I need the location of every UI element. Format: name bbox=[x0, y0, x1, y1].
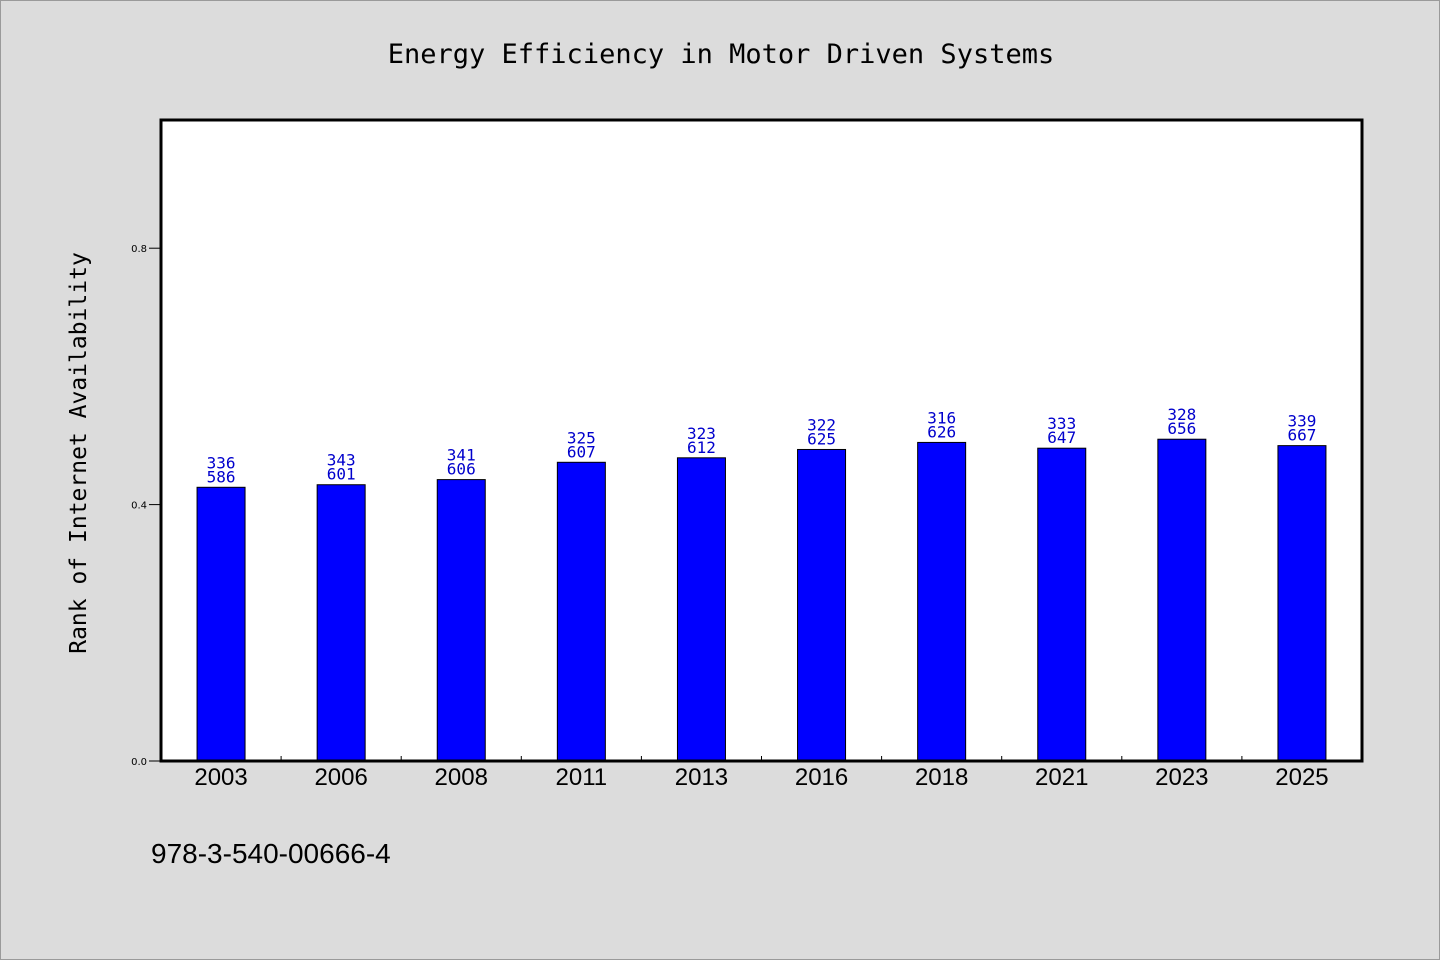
bar-2023 bbox=[1157, 438, 1207, 762]
y-tick-label: 0.8 bbox=[131, 244, 147, 255]
bar-2025 bbox=[1277, 445, 1327, 762]
x-tick-label: 2008 bbox=[435, 764, 488, 791]
plot-frame bbox=[159, 118, 1364, 763]
data-label-top: 333 bbox=[1047, 414, 1076, 433]
bar-2018 bbox=[917, 441, 967, 762]
data-label-top: 343 bbox=[327, 451, 356, 470]
bar-2013 bbox=[676, 457, 726, 762]
data-label-bottom: 656 bbox=[1167, 419, 1196, 438]
data-label-bottom: 647 bbox=[1047, 428, 1076, 447]
data-label-top: 322 bbox=[807, 415, 836, 434]
x-tick-label: 2016 bbox=[795, 764, 848, 791]
y-tick-label: 0.4 bbox=[131, 501, 147, 512]
data-label-bottom: 626 bbox=[927, 422, 956, 441]
bar-2021 bbox=[1037, 447, 1087, 762]
data-label-top: 341 bbox=[447, 446, 476, 465]
data-label-bottom: 625 bbox=[807, 429, 836, 448]
data-label-top: 323 bbox=[687, 424, 716, 443]
x-axis-ticks: 2003 2006 2008 2011 2013 2016 2018 2021 2023 2025 bbox=[194, 756, 1329, 791]
data-label-bottom: 586 bbox=[207, 467, 236, 486]
x-tick-label: 2013 bbox=[675, 764, 728, 791]
bar-2011 bbox=[556, 461, 606, 762]
y-axis-label: Rank of Internet Availability bbox=[66, 252, 92, 654]
data-label-bottom: 667 bbox=[1287, 426, 1316, 445]
bar-2006 bbox=[316, 484, 366, 762]
data-label-top: 336 bbox=[207, 453, 236, 472]
data-label-top: 316 bbox=[927, 408, 956, 427]
y-axis-ticks: 0.0 0.4 0.8 bbox=[131, 244, 161, 768]
data-label-bottom: 606 bbox=[447, 460, 476, 479]
data-label-top: 339 bbox=[1287, 412, 1316, 431]
x-tick-label: 2021 bbox=[1035, 764, 1088, 791]
data-labels: 3365863436013416063256073236123226253166… bbox=[207, 405, 1317, 486]
x-tick-label: 2011 bbox=[556, 764, 608, 791]
y-tick-label: 0.0 bbox=[131, 757, 147, 768]
bars bbox=[196, 438, 1327, 762]
data-label-top: 325 bbox=[567, 428, 596, 447]
x-tick-label: 2003 bbox=[194, 764, 247, 791]
bar-2008 bbox=[436, 479, 486, 762]
data-label-bottom: 612 bbox=[687, 438, 716, 457]
data-label-bottom: 607 bbox=[567, 442, 596, 461]
data-label-bottom: 601 bbox=[327, 465, 356, 484]
x-tick-label: 2018 bbox=[915, 764, 968, 791]
x-tick-label: 2006 bbox=[314, 764, 367, 791]
bar-2003 bbox=[196, 486, 246, 762]
x-tick-label: 2023 bbox=[1155, 764, 1208, 791]
bar-2016 bbox=[797, 448, 847, 762]
chart-title: Energy Efficiency in Motor Driven System… bbox=[388, 39, 1054, 70]
x-tick-label: 2025 bbox=[1275, 764, 1328, 791]
data-label-top: 328 bbox=[1167, 405, 1196, 424]
footnote-isbn: 978-3-540-00666-4 bbox=[151, 838, 391, 869]
